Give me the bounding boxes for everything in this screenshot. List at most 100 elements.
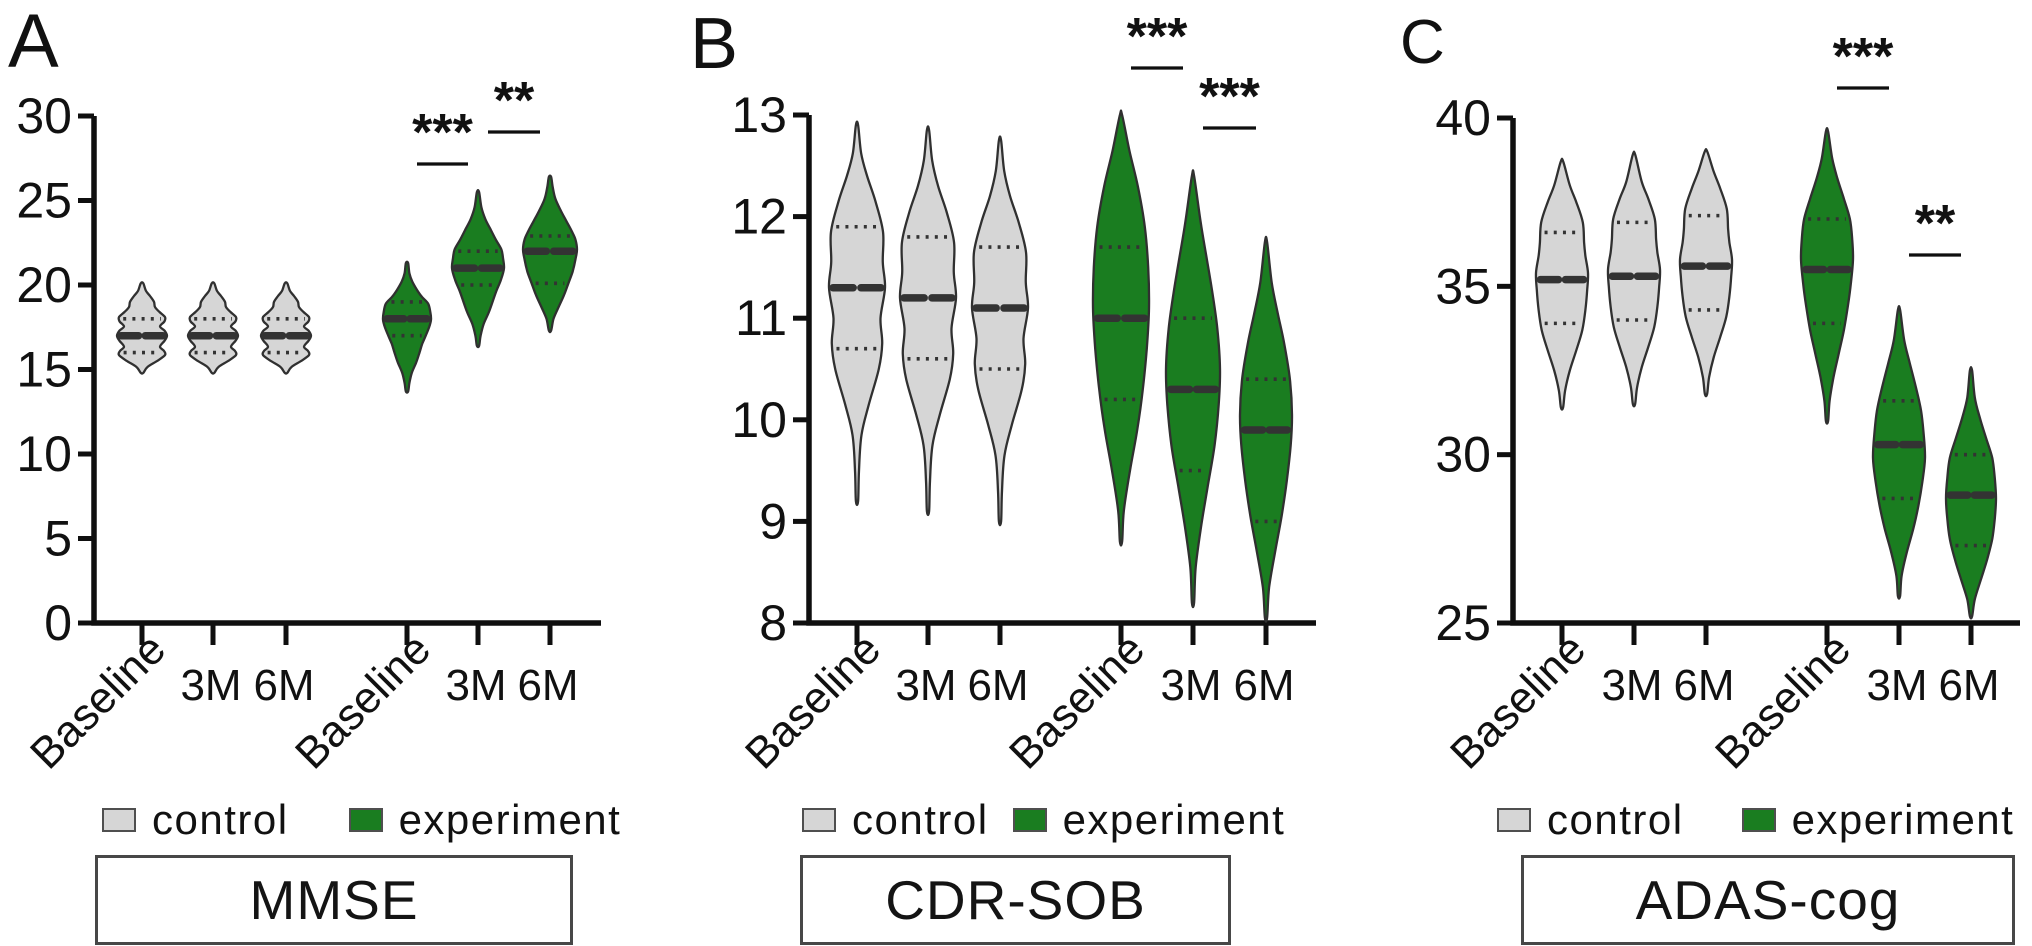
violin-body xyxy=(1534,157,1590,411)
significance-stars: *** xyxy=(1833,28,1894,86)
control-swatch xyxy=(1497,808,1531,832)
legend-panel-b: control experiment xyxy=(802,796,1285,843)
violin-body xyxy=(186,281,240,375)
significance-stars: *** xyxy=(1127,8,1188,66)
violin-control-6m xyxy=(1678,148,1734,398)
experiment-legend-label: experiment xyxy=(1062,796,1286,843)
axis-lines xyxy=(806,115,1316,626)
experiment-swatch xyxy=(1012,808,1047,832)
control-legend-label: control xyxy=(152,796,289,843)
control-swatch xyxy=(102,808,136,832)
violin-experiment-6m xyxy=(1238,235,1294,623)
violin-control-6m xyxy=(970,135,1030,527)
legend-panel-a: control experiment xyxy=(102,796,621,843)
x-label-6m: 6M xyxy=(253,661,314,710)
experiment-legend-label: experiment xyxy=(398,796,622,843)
x-label-6m: 6M xyxy=(1233,661,1294,710)
legend-panel-c: control experiment xyxy=(1497,796,2014,843)
panel-title-box-adas-cog: ADAS-cog xyxy=(1521,855,2015,945)
experiment-legend-group: experiment xyxy=(348,796,622,844)
y-tick-label: 40 xyxy=(1435,90,1491,146)
x-label-6m: 6M xyxy=(967,661,1028,710)
y-tick-label: 30 xyxy=(16,88,72,144)
significance-stars: ** xyxy=(494,72,535,130)
significance-stars: *** xyxy=(1199,68,1260,126)
y-tick-label: 11 xyxy=(735,290,787,346)
significance-bar: ** xyxy=(1909,195,1961,257)
axis-lines xyxy=(1510,118,2020,626)
violin-experiment-3m xyxy=(1871,305,1927,600)
experiment-legend-group: experiment xyxy=(1741,796,2015,844)
experiment-legend-label: experiment xyxy=(1791,796,2015,843)
y-tick-label: 13 xyxy=(731,87,787,143)
violin-body xyxy=(115,281,169,375)
panel-title: CDR-SOB xyxy=(885,869,1146,931)
violin-control-baseline xyxy=(1534,157,1590,411)
x-label-6m: 6M xyxy=(517,661,578,710)
violin-control-baseline xyxy=(827,120,887,507)
significance-bar: *** xyxy=(412,104,474,166)
experiment-swatch xyxy=(1741,808,1776,832)
violin-body xyxy=(1091,109,1151,547)
significance-bar: *** xyxy=(1833,28,1894,90)
y-tick-label: 9 xyxy=(759,493,787,549)
violin-control-3m xyxy=(1606,150,1662,408)
violin-experiment-3m xyxy=(450,188,506,349)
violin-body xyxy=(970,135,1030,527)
significance-stars: *** xyxy=(412,104,473,162)
axis-lines xyxy=(91,116,601,626)
violin-body xyxy=(827,120,887,507)
y-tick-label: 15 xyxy=(16,342,72,398)
violin-body xyxy=(259,281,313,375)
significance-bar: ** xyxy=(488,72,540,134)
y-tick-label: 30 xyxy=(1435,427,1491,483)
x-label-3m: 3M xyxy=(445,661,506,710)
significance-bar: *** xyxy=(1127,8,1188,70)
violin-body xyxy=(1678,148,1734,398)
violin-experiment-baseline xyxy=(1091,109,1151,547)
violin-body xyxy=(521,174,579,334)
panel-title-box-cdr-sob: CDR-SOB xyxy=(800,855,1231,945)
x-label-3m: 3M xyxy=(1866,661,1927,710)
x-label-6m: 6M xyxy=(1673,661,1734,710)
x-label-3m: 3M xyxy=(180,661,241,710)
violin-control-3m xyxy=(898,125,958,517)
violin-body xyxy=(1871,305,1927,600)
x-label-3m: 3M xyxy=(1160,661,1221,710)
violin-body xyxy=(898,125,958,517)
violin-control-baseline xyxy=(115,281,169,375)
y-tick-label: 25 xyxy=(1435,595,1491,651)
panel-title: ADAS-cog xyxy=(1635,869,1901,931)
x-label-3m: 3M xyxy=(895,661,956,710)
y-tick-label: 5 xyxy=(44,511,72,567)
panel-letter-a: A xyxy=(8,0,59,84)
violin-control-6m xyxy=(259,281,313,375)
violin-body xyxy=(1606,150,1662,408)
y-tick-label: 10 xyxy=(731,392,787,448)
y-tick-label: 8 xyxy=(759,595,787,651)
violin-body xyxy=(1944,365,1998,620)
y-tick-label: 12 xyxy=(731,189,787,245)
significance-bar: *** xyxy=(1199,68,1261,130)
violin-experiment-3m xyxy=(1164,169,1222,609)
x-label-3m: 3M xyxy=(1601,661,1662,710)
control-legend-label: control xyxy=(852,796,989,843)
experiment-swatch xyxy=(348,808,383,832)
violin-experiment-baseline xyxy=(381,260,433,394)
violin-body xyxy=(381,260,433,394)
y-tick-label: 20 xyxy=(16,257,72,313)
y-tick-label: 35 xyxy=(1435,258,1491,314)
significance-stars: ** xyxy=(1915,195,1956,253)
panel-title: MMSE xyxy=(249,869,419,931)
panel-title-box-mmse: MMSE xyxy=(95,855,573,945)
violin-body xyxy=(1799,126,1855,425)
experiment-legend-group: experiment xyxy=(1012,796,1286,844)
control-legend-label: control xyxy=(1547,796,1684,843)
control-swatch xyxy=(802,808,836,832)
panel-letter-b: B xyxy=(690,4,739,84)
violin-experiment-baseline xyxy=(1799,126,1855,425)
